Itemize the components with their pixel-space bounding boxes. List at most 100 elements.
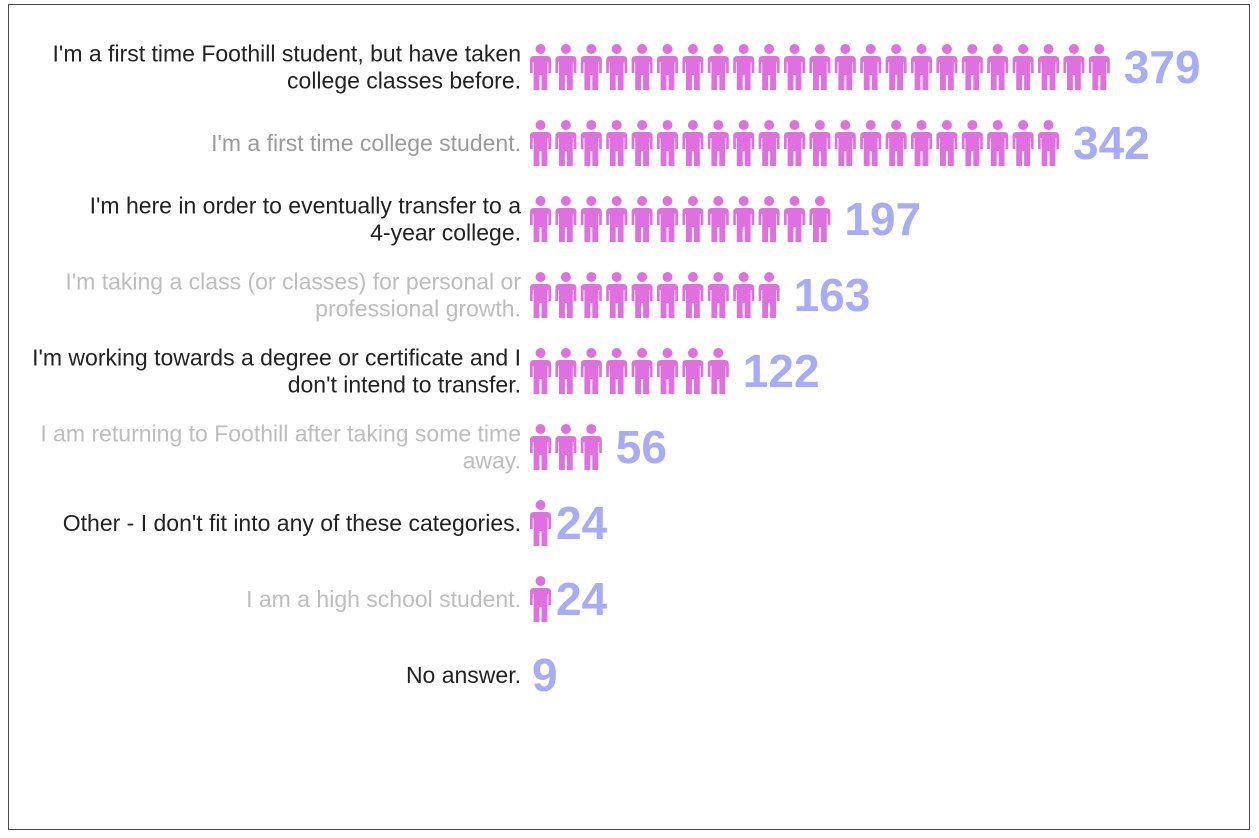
- person-icon: [758, 44, 780, 90]
- category-label-line: Other - I don't fit into any of these ca…: [63, 510, 521, 536]
- person-icon: [1012, 120, 1034, 166]
- value-label: 163: [794, 269, 871, 321]
- chart-frame: I'm a first time Foothill student, but h…: [8, 4, 1250, 830]
- person-icon: [555, 120, 577, 166]
- value-label: 9: [532, 649, 558, 701]
- person-icon: [606, 120, 628, 166]
- person-icon: [631, 348, 653, 394]
- person-icon: [834, 120, 856, 166]
- person-icon: [682, 348, 704, 394]
- person-icon: [530, 424, 551, 470]
- category-label: I'm a first time Foothill student, but h…: [53, 41, 521, 94]
- category-label-line: I am a high school student.: [246, 586, 521, 612]
- value-label: 122: [743, 345, 820, 397]
- person-icon: [657, 196, 678, 242]
- person-icon: [555, 348, 577, 394]
- person-icon: [657, 120, 678, 166]
- person-icon: [631, 44, 653, 90]
- person-icon: [733, 120, 755, 166]
- person-icon: [707, 196, 729, 242]
- person-icon: [657, 272, 678, 318]
- person-icon: [961, 120, 983, 166]
- person-icon: [682, 196, 704, 242]
- person-icon: [707, 272, 729, 318]
- person-icon: [1038, 120, 1059, 166]
- category-label: I'm taking a class (or classes) for pers…: [65, 269, 521, 322]
- category-label-line: I am returning to Foothill after taking …: [40, 421, 521, 447]
- person-icon: [657, 44, 678, 90]
- value-label: 24: [556, 573, 608, 625]
- category-label-line: 4-year college.: [370, 220, 521, 246]
- person-icon: [784, 196, 805, 242]
- person-icon: [733, 44, 755, 90]
- person-icon: [936, 44, 958, 90]
- person-icon: [580, 196, 602, 242]
- value-label: 197: [844, 193, 921, 245]
- person-icon: [707, 348, 729, 394]
- person-icon: [758, 272, 780, 318]
- person-icon: [1038, 44, 1059, 90]
- category-label: I'm working towards a degree or certific…: [32, 345, 521, 398]
- person-icon: [1088, 44, 1110, 90]
- category-label: No answer.: [406, 662, 521, 688]
- category-label: I'm a first time college student.: [211, 130, 521, 156]
- category-label: I'm here in order to eventually transfer…: [90, 193, 522, 246]
- person-icon: [606, 196, 628, 242]
- person-icon: [1063, 44, 1085, 90]
- person-icon: [530, 272, 551, 318]
- person-icon: [682, 120, 704, 166]
- person-icon: [580, 120, 602, 166]
- person-icon: [784, 44, 805, 90]
- person-icon: [530, 196, 551, 242]
- person-icon: [733, 272, 755, 318]
- person-icon: [555, 196, 577, 242]
- person-icon: [631, 272, 653, 318]
- person-icon: [580, 424, 602, 470]
- person-icon: [707, 44, 729, 90]
- category-label-line: I'm a first time Foothill student, but h…: [53, 41, 521, 67]
- person-icon: [758, 196, 780, 242]
- person-icon: [707, 120, 729, 166]
- person-icon: [885, 44, 907, 90]
- person-icon: [555, 424, 577, 470]
- person-icon: [555, 272, 577, 318]
- value-label: 342: [1073, 117, 1150, 169]
- category-label-line: I'm working towards a degree or certific…: [32, 345, 521, 371]
- person-icon: [733, 196, 755, 242]
- person-icon: [1012, 44, 1034, 90]
- category-label-line: don't intend to transfer.: [288, 372, 521, 398]
- person-icon: [809, 196, 831, 242]
- person-icon: [555, 44, 577, 90]
- person-icon: [530, 500, 551, 546]
- person-icon: [580, 44, 602, 90]
- person-icon: [961, 44, 983, 90]
- person-icon: [580, 348, 602, 394]
- person-icon: [682, 272, 704, 318]
- category-label-line: away.: [463, 448, 521, 474]
- value-label: 24: [556, 497, 608, 549]
- person-icon: [860, 120, 882, 166]
- person-icon: [911, 120, 932, 166]
- person-icon: [809, 44, 831, 90]
- person-icon: [530, 44, 551, 90]
- person-icon: [606, 272, 628, 318]
- category-label-line: I'm a first time college student.: [211, 130, 521, 156]
- person-icon: [911, 44, 932, 90]
- person-icon: [860, 44, 882, 90]
- person-icon: [580, 272, 602, 318]
- person-icon: [530, 348, 551, 394]
- category-label-line: I'm here in order to eventually transfer…: [90, 193, 522, 219]
- person-icon: [631, 120, 653, 166]
- person-icon: [682, 44, 704, 90]
- category-label-line: professional growth.: [315, 296, 521, 322]
- category-label: I am a high school student.: [246, 586, 521, 612]
- pictogram-chart: I'm a first time Foothill student, but h…: [32, 41, 1200, 702]
- person-icon: [809, 120, 831, 166]
- person-icon: [987, 120, 1009, 166]
- category-label-line: college classes before.: [287, 68, 521, 94]
- person-icon: [987, 44, 1009, 90]
- person-icon: [784, 120, 805, 166]
- person-icon: [885, 120, 907, 166]
- person-icon: [834, 44, 856, 90]
- person-icon: [657, 348, 678, 394]
